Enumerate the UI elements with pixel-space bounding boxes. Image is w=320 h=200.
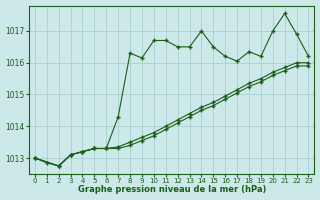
X-axis label: Graphe pression niveau de la mer (hPa): Graphe pression niveau de la mer (hPa)	[77, 185, 266, 194]
